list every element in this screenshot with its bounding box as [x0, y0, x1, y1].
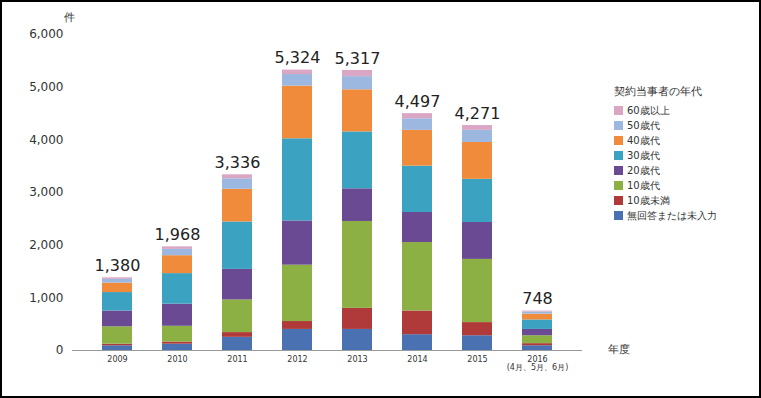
html-text:60歳以上: 60歳以上	[627, 104, 670, 116]
html-text:50歳代: 50歳代	[627, 119, 660, 131]
svg-text:5,317: 5,317	[335, 49, 381, 68]
svg-text:5,324: 5,324	[275, 48, 321, 67]
html-text:30歳代: 30歳代	[627, 149, 660, 161]
svg-text:2012: 2012	[287, 355, 307, 364]
html-text:20歳代: 20歳代	[627, 164, 660, 176]
svg-text:2015: 2015	[467, 355, 487, 364]
svg-text:6,000: 6,000	[29, 27, 63, 41]
html-text:10歳代: 10歳代	[627, 179, 660, 191]
html-text:無回答または未入力: 無回答または未入力	[627, 209, 717, 221]
html-text:契約当事者の年代: 契約当事者の年代	[614, 85, 702, 98]
svg-text:0: 0	[56, 343, 64, 357]
html-text:件: 件	[64, 11, 75, 24]
svg-text:1,380: 1,380	[95, 256, 141, 275]
svg-text:2010: 2010	[167, 355, 187, 364]
svg-text:4,000: 4,000	[29, 133, 63, 147]
svg-text:3,336: 3,336	[215, 153, 261, 172]
html-text:40歳代: 40歳代	[627, 134, 660, 146]
svg-text:2013: 2013	[347, 355, 367, 364]
svg-text:748: 748	[522, 289, 553, 308]
svg-text:2,000: 2,000	[29, 238, 63, 252]
html-text:10歳未満: 10歳未満	[627, 194, 670, 206]
svg-text:4,497: 4,497	[395, 92, 441, 111]
svg-text:4,271: 4,271	[455, 104, 501, 123]
svg-text:1,000: 1,000	[29, 291, 63, 305]
html-text:年度: 年度	[608, 343, 630, 356]
svg-text:3,000: 3,000	[29, 185, 63, 199]
svg-text:5,000: 5,000	[29, 80, 63, 94]
svg-text:1,968: 1,968	[155, 225, 201, 244]
svg-text:2014: 2014	[407, 355, 427, 364]
svg-text:2009: 2009	[107, 355, 127, 364]
svg-text:2016(4月、5月、6月): 2016(4月、5月、6月)	[507, 355, 569, 372]
svg-text:2011: 2011	[227, 355, 247, 364]
